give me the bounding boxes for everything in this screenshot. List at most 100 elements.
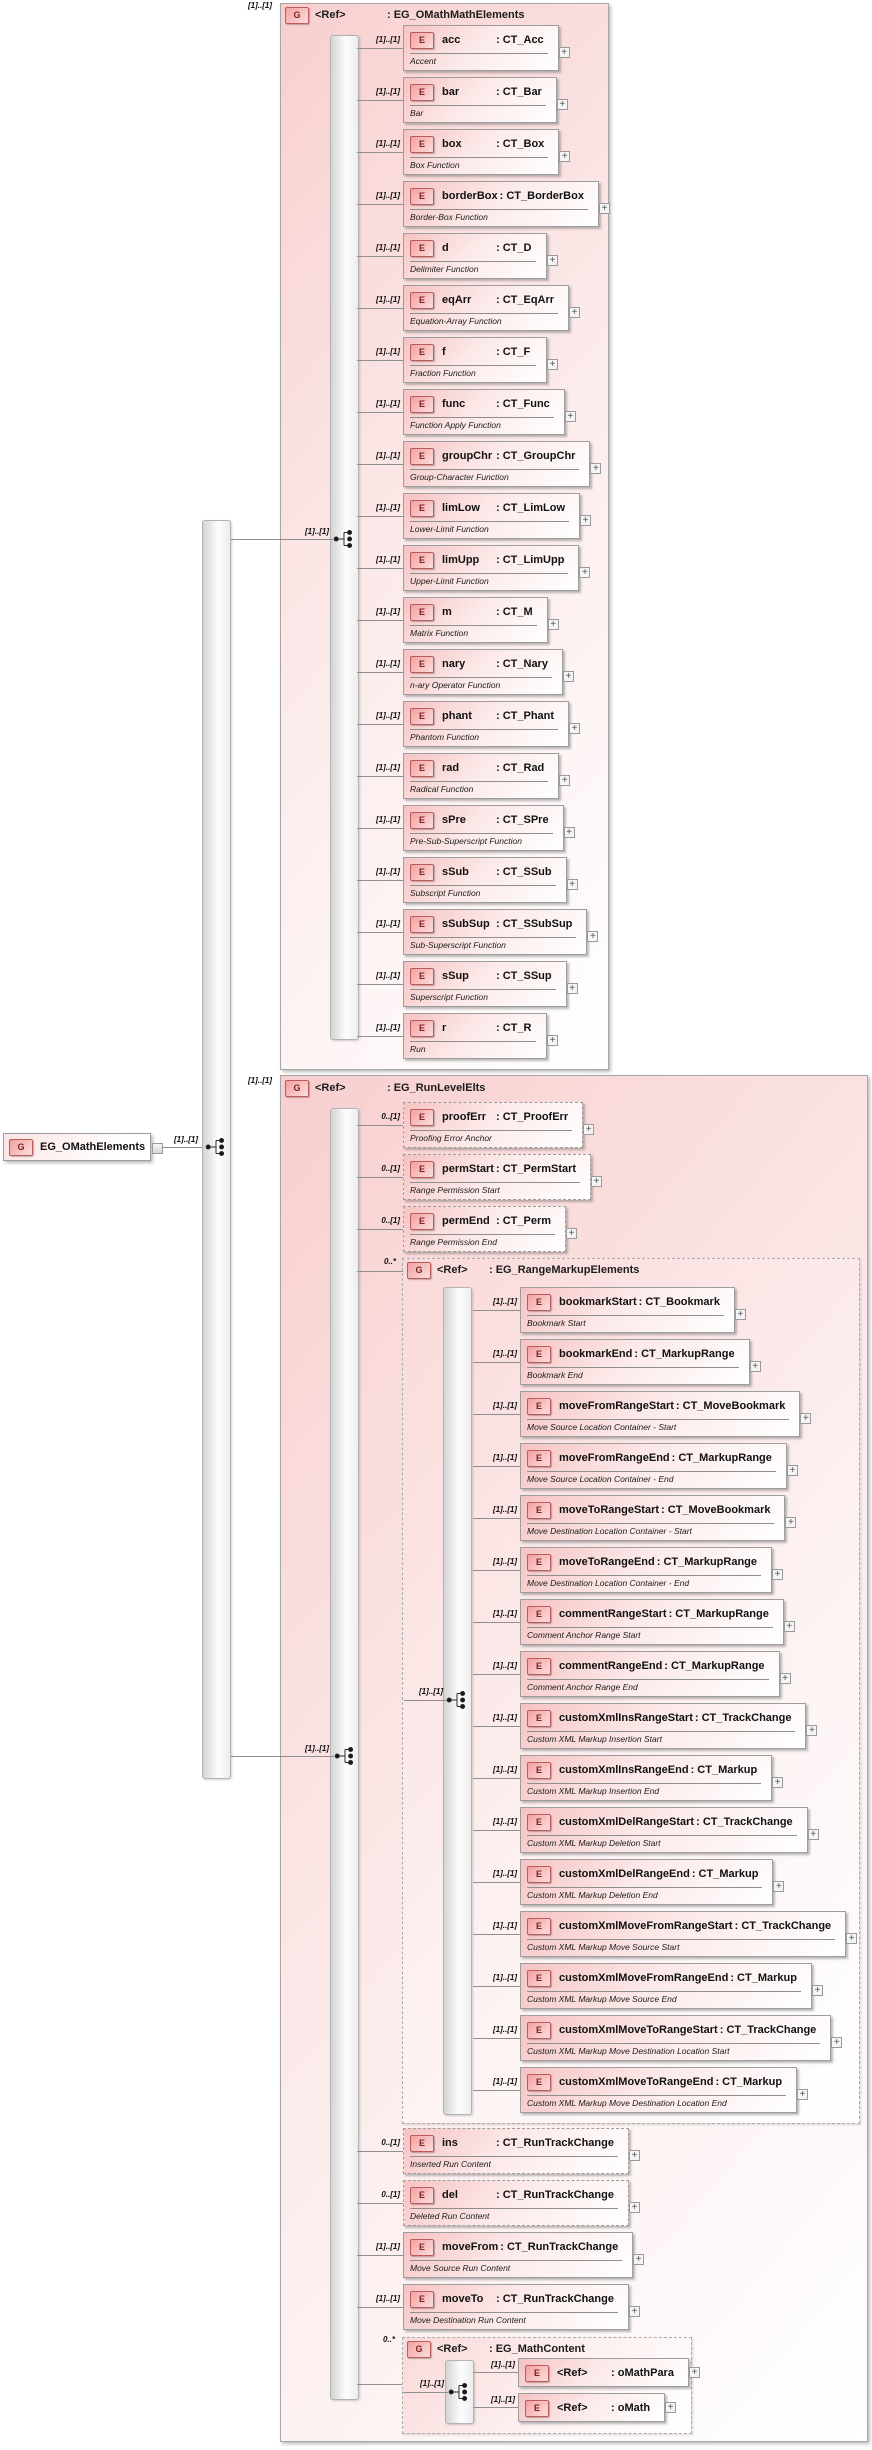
expand-icon[interactable]: + [806, 1725, 818, 1736]
expand-icon[interactable]: + [688, 2367, 700, 2378]
expand-icon[interactable]: + [547, 255, 558, 266]
expand-icon[interactable]: + [783, 1621, 795, 1632]
group-header-runlevelelts[interactable]: G <Ref> : EG_RunLevelElts [285, 1079, 485, 1097]
expand-icon[interactable]: + [559, 151, 571, 162]
expand-icon[interactable]: + [734, 1309, 746, 1320]
expand-icon[interactable]: + [811, 1985, 823, 1996]
expand-icon[interactable]: + [633, 2254, 645, 2265]
expand-icon[interactable]: + [665, 2402, 677, 2413]
expand-icon[interactable]: + [598, 203, 610, 214]
expand-icon[interactable]: + [773, 1881, 785, 1892]
expand-icon[interactable]: + [547, 1035, 558, 1046]
expand-icon[interactable]: + [556, 99, 568, 110]
expand-icon[interactable]: + [786, 1465, 798, 1476]
expand-icon[interactable]: + [591, 1176, 603, 1187]
expand-icon[interactable]: + [547, 359, 558, 370]
expand-icon[interactable]: + [558, 47, 570, 58]
element-ref-node[interactable]: E <Ref>: oMath + [518, 2393, 677, 2422]
expand-icon[interactable]: + [583, 1124, 595, 1135]
connector-line [473, 2407, 518, 2408]
expand-icon[interactable]: + [779, 1673, 791, 1684]
root-group-node[interactable]: G EG_OMathElements [3, 1133, 151, 1161]
element-ref-node[interactable]: E <Ref>: oMathPara + [518, 2358, 700, 2387]
expand-icon[interactable]: + [590, 463, 602, 474]
expand-icon[interactable]: + [785, 1517, 797, 1528]
expand-icon[interactable]: + [831, 2037, 843, 2048]
expand-icon[interactable]: + [749, 1361, 761, 1372]
group-icon: G [9, 1138, 33, 1156]
group-header-rangemarkupelements[interactable]: G <Ref> : EG_RangeMarkupElements [407, 1261, 639, 1279]
expand-icon[interactable]: + [566, 1228, 578, 1239]
expand-icon[interactable]: + [566, 879, 578, 890]
expand-icon[interactable]: + [628, 2202, 640, 2213]
expand-icon[interactable]: + [569, 723, 581, 734]
expand-icon[interactable]: + [580, 515, 592, 526]
connector-line [473, 2372, 518, 2373]
expand-icon[interactable]: + [800, 1413, 812, 1424]
expand-icon[interactable]: + [569, 307, 581, 318]
expand-icon[interactable]: + [628, 2306, 640, 2317]
expand-icon[interactable]: + [772, 1569, 784, 1580]
group-header-mathcontent[interactable]: G <Ref> : EG_MathContent [407, 2340, 585, 2358]
expand-icon[interactable]: + [562, 671, 574, 682]
expand-icon[interactable]: + [566, 983, 578, 994]
expand-icon[interactable]: + [846, 1933, 858, 1944]
expand-icon[interactable]: + [807, 1829, 819, 1840]
collapse-handle[interactable] [152, 1143, 163, 1154]
group-header-omathmathelements[interactable]: G <Ref> : EG_OMathMathElements [285, 6, 525, 24]
expand-icon[interactable]: + [563, 827, 575, 838]
expand-icon[interactable]: + [797, 2089, 809, 2100]
expand-icon[interactable]: + [547, 619, 559, 630]
expand-icon[interactable]: + [772, 1777, 784, 1788]
expand-icon[interactable]: + [559, 775, 571, 786]
expand-icon[interactable]: + [564, 411, 576, 422]
expand-icon[interactable]: + [587, 931, 599, 942]
expand-icon[interactable]: + [628, 2150, 640, 2161]
expand-icon[interactable]: + [579, 567, 591, 578]
